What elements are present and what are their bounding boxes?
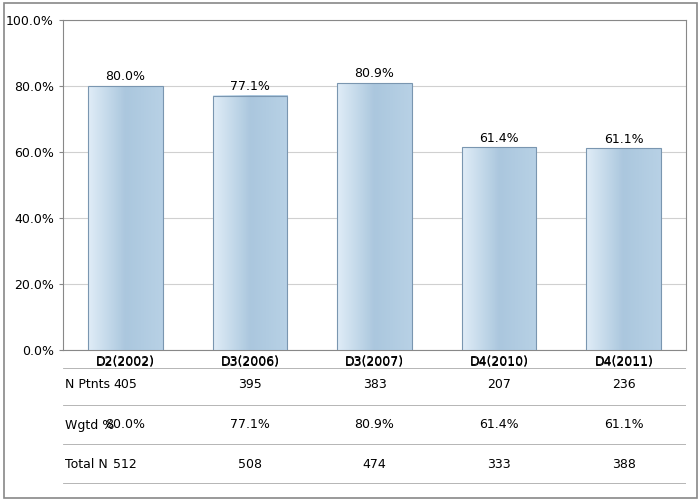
Text: 388: 388 xyxy=(612,458,636,470)
Text: 61.4%: 61.4% xyxy=(480,418,519,432)
Text: D3(2007): D3(2007) xyxy=(345,354,404,368)
Bar xyxy=(587,148,661,350)
Text: D4(2011): D4(2011) xyxy=(594,354,653,368)
Text: Total N: Total N xyxy=(66,458,108,470)
Text: 80.9%: 80.9% xyxy=(355,68,394,80)
Text: 512: 512 xyxy=(113,458,137,470)
Text: 77.1%: 77.1% xyxy=(230,80,270,93)
Text: 77.1%: 77.1% xyxy=(230,418,270,432)
Text: 395: 395 xyxy=(238,378,262,391)
Bar xyxy=(337,83,412,350)
Text: 383: 383 xyxy=(363,378,386,391)
Text: Wgtd %: Wgtd % xyxy=(66,418,115,432)
Text: N Ptnts: N Ptnts xyxy=(66,378,111,391)
Text: D2(2002): D2(2002) xyxy=(96,354,155,368)
Bar xyxy=(213,96,287,350)
Bar xyxy=(88,86,162,350)
Bar xyxy=(462,148,536,350)
Text: 207: 207 xyxy=(487,378,511,391)
Text: 405: 405 xyxy=(113,378,137,391)
Text: 61.1%: 61.1% xyxy=(604,418,643,432)
Text: 508: 508 xyxy=(238,458,262,470)
Text: D4(2010): D4(2010) xyxy=(470,354,528,368)
Text: 474: 474 xyxy=(363,458,386,470)
Text: 80.9%: 80.9% xyxy=(355,418,394,432)
Text: 333: 333 xyxy=(487,458,511,470)
Text: 61.4%: 61.4% xyxy=(480,132,519,144)
Text: 236: 236 xyxy=(612,378,636,391)
Text: D3(2006): D3(2006) xyxy=(220,354,279,368)
Text: 80.0%: 80.0% xyxy=(105,70,146,84)
Text: 80.0%: 80.0% xyxy=(105,418,146,432)
Text: 61.1%: 61.1% xyxy=(604,132,643,145)
